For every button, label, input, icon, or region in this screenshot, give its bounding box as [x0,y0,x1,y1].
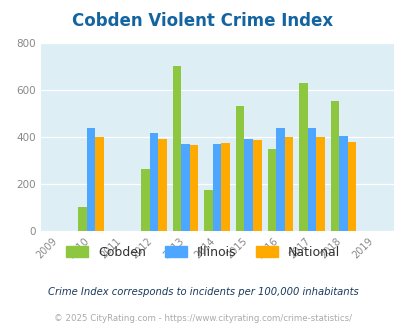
Bar [149,133,158,231]
Bar [330,101,338,231]
Bar [315,137,324,231]
Bar [275,128,284,231]
Text: Cobden Violent Crime Index: Cobden Violent Crime Index [72,12,333,30]
Bar [87,128,95,231]
Bar [347,142,355,231]
Bar [244,139,252,231]
Bar [298,83,307,231]
Legend: Cobden, Illinois, National: Cobden, Illinois, National [62,242,343,263]
Bar [95,137,104,231]
Bar [307,128,315,231]
Text: Crime Index corresponds to incidents per 100,000 inhabitants: Crime Index corresponds to incidents per… [47,287,358,297]
Bar [141,169,149,231]
Bar [158,139,166,231]
Bar [267,149,275,231]
Bar [221,143,229,231]
Bar [338,136,347,231]
Bar [173,66,181,231]
Bar [78,208,87,231]
Bar [190,145,198,231]
Bar [235,106,244,231]
Text: © 2025 CityRating.com - https://www.cityrating.com/crime-statistics/: © 2025 CityRating.com - https://www.city… [54,314,351,323]
Bar [204,190,213,231]
Bar [252,141,261,231]
Bar [181,144,190,231]
Bar [213,144,221,231]
Bar [284,137,292,231]
